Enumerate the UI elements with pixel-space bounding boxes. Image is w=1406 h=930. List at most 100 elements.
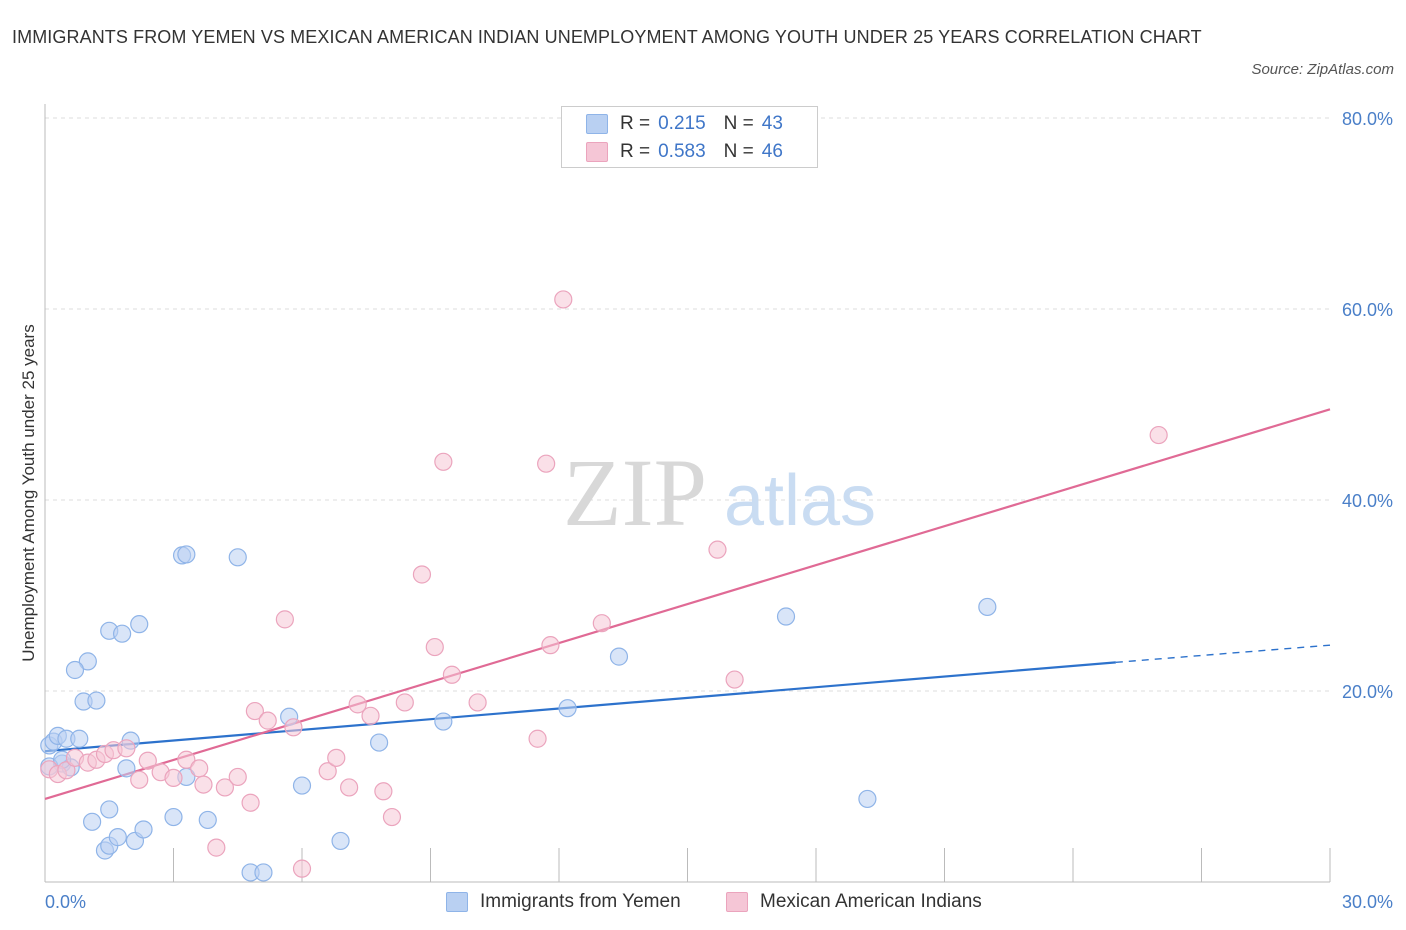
data-point [318,762,337,781]
data-point [327,748,346,767]
data-point [412,565,432,584]
data-point [164,807,183,827]
trend-line-extension-0 [1115,644,1331,664]
data-point [130,770,149,789]
data-point [395,693,414,712]
data-point [177,545,196,564]
bottom-legend-swatch-mexican-american-indians [726,892,748,912]
data-point [108,828,127,847]
y-axis-label: Unemployment Among Youth under 25 years [19,324,38,661]
source-label: Source: ZipAtlas.com [1251,61,1394,78]
legend-r-label: R = [620,113,651,134]
legend-r-label: R = [620,141,651,162]
legend-swatch-mexican-american-indians [586,142,608,162]
data-point [138,751,157,770]
data-point [434,452,453,471]
data-point [361,706,380,725]
data-point [374,782,393,801]
data-point [292,859,312,878]
data-point [177,750,196,769]
data-point [725,670,744,689]
series-0-points [40,545,997,882]
trend-line-0 [44,661,1116,753]
data-point [207,838,226,857]
data-points [40,290,1168,882]
y-tick-label: 20.0% [1342,682,1393,702]
trend-line-1 [44,408,1331,800]
data-point [134,820,153,839]
bottom-legend-label-mexican-american-indians: Mexican American Indians [760,891,982,912]
data-point [78,652,97,671]
data-point [331,831,350,851]
data-point [194,775,213,794]
correlation-legend: R = 0.215 N = 43 R = 0.583 N = 46 [561,106,818,168]
data-point [978,597,997,617]
legend-row-mexican-american-indians: R = 0.583 N = 46 [586,140,783,164]
data-point [708,540,727,559]
data-point [130,615,149,634]
data-point [83,812,102,831]
y-tick-label: 40.0% [1342,491,1393,511]
bottom-legend-mexican-american-indians: Mexican American Indians [726,889,982,915]
bottom-legend-swatch-yemen [446,892,468,912]
legend-n-value: 43 [761,113,783,134]
data-point [275,610,294,629]
data-point [592,614,611,633]
bottom-legend-yemen: Immigrants from Yemen [446,889,681,915]
data-point [292,776,312,795]
data-point [258,711,277,730]
data-point [112,624,132,643]
legend-n-label: N = [723,141,754,162]
data-point [425,637,444,657]
data-point [245,701,264,721]
data-point [340,778,359,797]
data-point [541,636,560,655]
data-point [370,733,389,752]
bottom-legend-label-yemen: Immigrants from Yemen [480,891,681,912]
trend-lines [44,408,1331,800]
y-tick-labels: 20.0% 40.0% 60.0% 80.0% [1342,109,1393,702]
data-point [228,767,247,787]
x-tick-label: 0.0% [45,892,86,912]
data-point [468,693,487,712]
data-point [554,290,573,309]
data-point [57,761,76,780]
watermark-atlas: atlas [724,461,876,541]
data-point [528,729,547,748]
data-point [284,718,303,737]
data-point [558,699,577,718]
series-1-points [40,290,1168,878]
data-point [858,789,877,809]
data-point [70,729,89,748]
legend-n-label: N = [723,113,754,134]
chart-title: IMMIGRANTS FROM YEMEN VS MEXICAN AMERICA… [12,27,1202,47]
data-point [117,759,136,778]
data-point [117,739,136,758]
data-point [382,807,402,827]
data-point [776,607,796,626]
data-point [241,793,260,812]
data-point [228,548,247,567]
legend-n-value: 46 [761,141,783,162]
data-point [609,647,629,666]
legend-r-value: 0.583 [658,141,706,162]
x-tick-label: 30.0% [1342,892,1393,912]
data-point [100,800,119,819]
data-point [434,712,453,731]
data-point [442,665,462,684]
x-tick-labels: 0.0% 30.0% [45,892,1393,912]
data-point [65,660,85,680]
data-point [348,695,367,714]
data-point [190,759,209,778]
legend-row-yemen: R = 0.215 N = 43 [586,112,783,136]
data-point [215,778,234,797]
data-point [1149,425,1168,445]
data-point [87,691,106,710]
legend-swatch-yemen [586,114,608,134]
y-tick-label: 60.0% [1342,300,1393,320]
data-point [537,454,556,473]
data-point [198,810,217,830]
watermark: ZIP atlas [563,439,876,546]
y-tick-label: 80.0% [1342,109,1393,129]
